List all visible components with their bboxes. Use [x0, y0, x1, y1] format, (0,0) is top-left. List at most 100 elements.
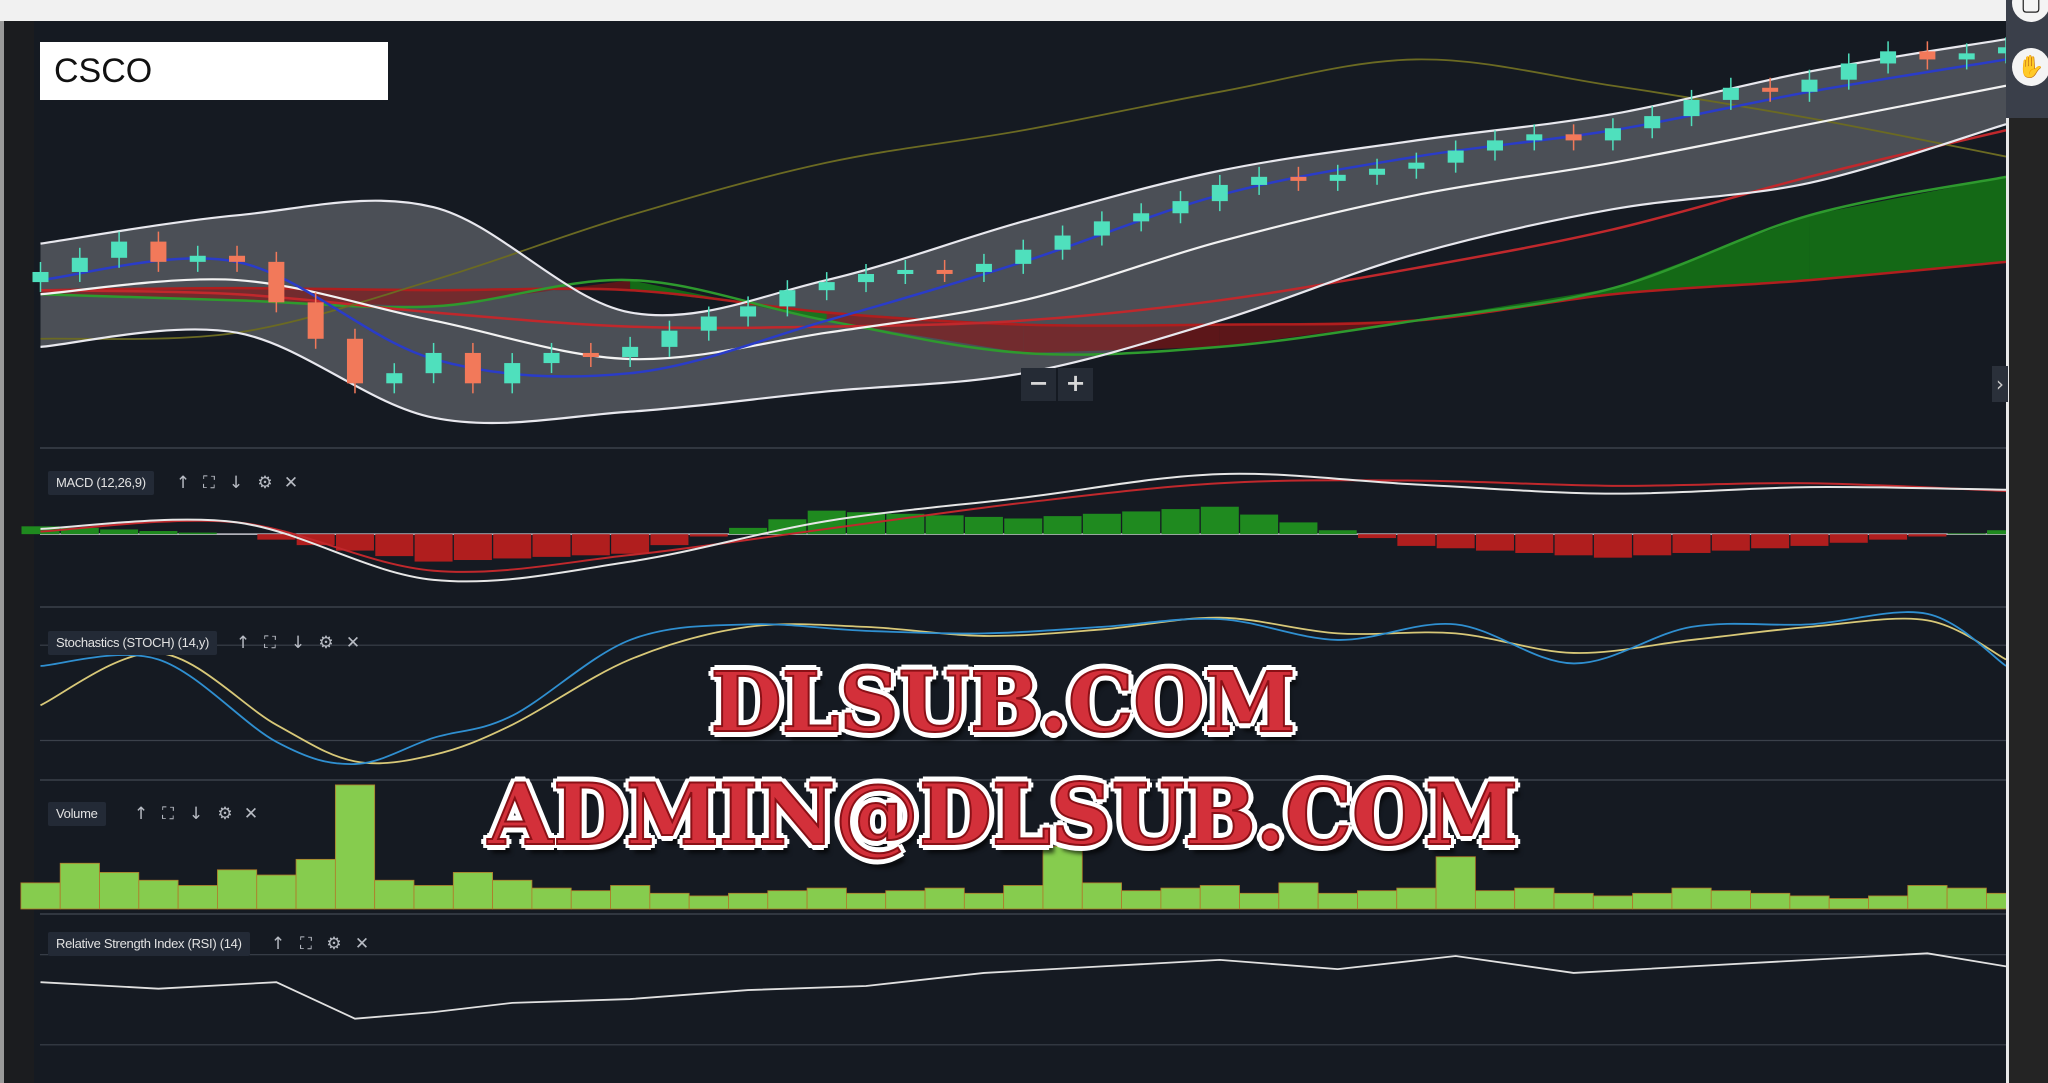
volume-bar [217, 869, 258, 910]
volume-bar [413, 885, 454, 910]
macd-histogram-bar [1200, 506, 1239, 535]
close-icon[interactable]: ✕ [354, 934, 370, 954]
candle [1290, 176, 1307, 181]
volume-bar [1474, 890, 1516, 910]
fullscreen-icon[interactable]: ⛶ [203, 473, 215, 493]
stoch-pane [40, 611, 2006, 765]
candle [150, 241, 167, 262]
middle-ma-line [40, 84, 2006, 361]
candle [1801, 79, 1818, 92]
volume-bar [20, 882, 61, 910]
move-down-icon[interactable]: ↓ [290, 633, 306, 653]
volume-bar [1160, 887, 1201, 910]
macd-histogram-bar [1593, 534, 1632, 558]
macd-histogram-bar [1318, 530, 1357, 535]
browser-top-bar [0, 0, 2048, 21]
volume-bar [256, 874, 297, 910]
volume-bar [1199, 885, 1240, 910]
fullscreen-icon[interactable]: ⛶ [300, 934, 312, 954]
candle [1133, 213, 1150, 222]
volume-bar [59, 862, 100, 910]
macd-histogram-bar [650, 534, 689, 546]
zoom-in-button[interactable]: + [1058, 368, 1093, 401]
candle [740, 306, 757, 317]
candle [858, 273, 875, 283]
scroll-right-button[interactable]: › [1992, 366, 2008, 402]
volume-bar [1710, 890, 1751, 910]
macd-histogram-bar [1358, 534, 1397, 539]
move-down-icon[interactable]: ↓ [188, 804, 204, 824]
macd-histogram-bar [1397, 534, 1436, 546]
close-icon[interactable]: ✕ [283, 473, 299, 493]
close-icon[interactable]: ✕ [243, 804, 259, 824]
volume-bar [1239, 892, 1280, 910]
chart-canvas[interactable] [0, 0, 2006, 1083]
volume-bar [334, 784, 376, 910]
macd-histogram-bar [296, 534, 335, 546]
volume-bar [1121, 890, 1162, 910]
volume-bar [177, 885, 218, 910]
gear-icon[interactable]: ⚙ [257, 473, 273, 493]
candle [700, 316, 717, 331]
candle [1369, 168, 1386, 175]
volume-bar [1553, 892, 1594, 910]
volume-bar [806, 887, 847, 910]
candle [1683, 99, 1700, 117]
macd-histogram-bar [493, 534, 532, 559]
macd-histogram-bar [1908, 534, 1947, 537]
volume-bar [99, 872, 140, 910]
move-up-icon[interactable]: ↑ [235, 633, 251, 653]
ichimoku-cloud-segment [1219, 320, 1417, 347]
zoom-out-button[interactable]: − [1021, 368, 1056, 401]
move-down-icon[interactable]: ↓ [228, 473, 244, 493]
volume-bar [767, 890, 808, 910]
volume-bar [649, 892, 690, 910]
candle [1762, 87, 1779, 92]
close-icon[interactable]: ✕ [345, 633, 361, 653]
volume-bar [1278, 882, 1319, 910]
move-up-icon[interactable]: ↑ [175, 473, 191, 493]
volume-bar [846, 892, 887, 910]
fullscreen-icon[interactable]: ⛶ [162, 804, 174, 824]
macd-histogram-bar [375, 534, 414, 557]
gear-icon[interactable]: ⚙ [318, 633, 334, 653]
volume-bar [570, 890, 611, 910]
volume-bar [138, 879, 179, 910]
candle [111, 241, 128, 258]
macd-histogram-bar [1122, 511, 1161, 535]
candle [307, 302, 324, 339]
candle [1526, 134, 1543, 141]
volume-bar [374, 879, 415, 910]
candle [1958, 53, 1975, 60]
macd-histogram-bar [611, 534, 650, 554]
macd-histogram-bar [1633, 534, 1672, 556]
gear-icon[interactable]: ⚙ [217, 804, 233, 824]
volume-bar [1907, 885, 1948, 910]
candle [1919, 51, 1936, 60]
move-up-icon[interactable]: ↑ [270, 934, 286, 954]
macd-histogram-bar [1790, 534, 1829, 546]
volume-bar [1671, 887, 1712, 910]
watermark-line-2: ADMIN@DLSUB.COM [487, 764, 1519, 865]
candle [779, 290, 796, 307]
ichimoku-cloud-segment [1023, 324, 1220, 353]
macd-histogram-bar [1751, 534, 1790, 549]
macd-histogram-bar [1161, 509, 1200, 535]
volume-bar [1789, 895, 1830, 910]
macd-histogram-bar [964, 516, 1003, 535]
candle [1251, 176, 1268, 185]
candle [661, 330, 678, 347]
hand-icon[interactable]: ✋ [2012, 48, 2048, 86]
rsi-pane [40, 952, 2006, 1020]
fullscreen-icon[interactable]: ⛶ [264, 633, 276, 653]
macd-histogram-bar [257, 534, 296, 540]
macd-histogram-bar [1829, 534, 1868, 543]
volume-bar [1081, 882, 1122, 910]
move-up-icon[interactable]: ↑ [133, 804, 149, 824]
macd-histogram-bar [1043, 516, 1082, 535]
rsi-line [40, 952, 2006, 1020]
stoch-d-line [40, 616, 2006, 765]
square-icon[interactable]: ▢ [2012, 0, 2048, 22]
candle [71, 257, 88, 272]
gear-icon[interactable]: ⚙ [326, 934, 342, 954]
